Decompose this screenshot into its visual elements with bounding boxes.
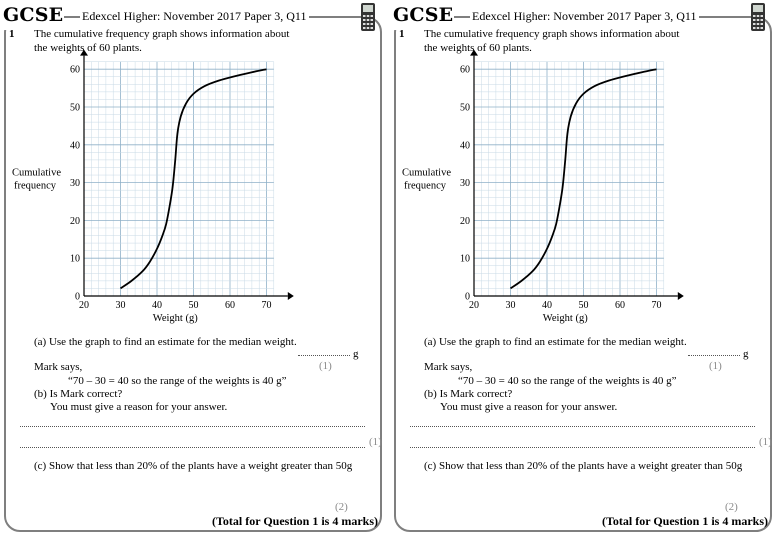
mark-says: Mark says,: [424, 361, 473, 373]
worksheet-page-right: GCSE Edexcel Higher: November 2017 Paper…: [390, 0, 780, 540]
x-tick-label: 50: [579, 300, 589, 311]
y-tick-label: 60: [70, 65, 80, 76]
y-axis-label-line-2: frequency: [14, 181, 57, 192]
worksheet-page-left: GCSE Edexcel Higher: November 2017 Paper…: [0, 2, 382, 532]
part-c-text: (c) Show that less than 20% of the plant…: [424, 460, 743, 472]
marks-b: (1): [759, 436, 772, 448]
y-tick-label: 10: [70, 254, 80, 265]
y-axis-arrow: [470, 49, 478, 56]
y-tick-label: 0: [75, 292, 80, 303]
logo-tab: GCSE: [0, 2, 64, 30]
page-frame: [394, 16, 772, 532]
page-frame: [4, 16, 382, 532]
cumulative-frequency-graph: 20 30 40 50 60 70 0 10 20 30 40 50 60 Weight (g) Cumul…: [402, 49, 684, 324]
question-number: 1: [399, 28, 405, 40]
part-a-text: (a) Use the graph to find an estimate fo…: [424, 336, 687, 348]
x-tick-label: 60: [615, 300, 625, 311]
answer-unit: g: [353, 348, 359, 360]
cumulative-frequency-graph: 20 30 40 50 60 70 0 10 20 30 40 50 60 Weight (g) Cumul…: [12, 49, 294, 324]
calculator-icon: [751, 3, 765, 31]
x-tick-label: 40: [542, 300, 552, 311]
part-c-text: (c) Show that less than 20% of the plant…: [34, 460, 353, 472]
gcse-logo: GCSE: [3, 4, 64, 26]
part-b-question: (b) Is Mark correct?: [424, 388, 513, 400]
intro-line-1: The cumulative frequency graph shows inf…: [424, 28, 680, 40]
y-tick-label: 60: [460, 65, 470, 76]
y-tick-label: 0: [465, 292, 470, 303]
cumulative-frequency-curve: [509, 68, 657, 290]
total-marks: (Total for Question 1 is 4 marks): [602, 514, 769, 528]
y-tick-label: 20: [460, 216, 470, 227]
part-b-instruction: You must give a reason for your answer.: [50, 401, 228, 413]
intro-line-2: the weights of 60 plants.: [424, 42, 532, 54]
calculator-icon: [361, 3, 375, 31]
part-b-instruction: You must give a reason for your answer.: [440, 401, 618, 413]
part-a-text: (a) Use the graph to find an estimate fo…: [34, 336, 297, 348]
marks-b: (1): [369, 436, 382, 448]
mark-says: Mark says,: [34, 361, 83, 373]
answer-line-b2: [20, 447, 365, 448]
logo-tab: GCSE: [390, 2, 454, 30]
cumulative-frequency-curve: [119, 68, 267, 290]
y-tick-label: 50: [460, 103, 470, 114]
y-tick-label: 40: [460, 140, 470, 151]
y-axis-label-line-1: Cumulative: [402, 168, 451, 179]
answer-line-b1: [410, 426, 755, 427]
gcse-logo: GCSE: [393, 4, 454, 26]
y-tick-label: 30: [70, 178, 80, 189]
answer-line-b1: [20, 426, 365, 427]
x-tick-label: 70: [652, 300, 662, 311]
x-axis-label: Weight (g): [153, 313, 198, 324]
y-axis-arrow: [80, 49, 88, 56]
y-tick-label: 20: [70, 216, 80, 227]
y-tick-label: 30: [460, 178, 470, 189]
total-marks: (Total for Question 1 is 4 marks): [212, 514, 379, 528]
paper-title: Edexcel Higher: November 2017 Paper 3, Q…: [80, 9, 309, 24]
paper-title: Edexcel Higher: November 2017 Paper 3, Q…: [470, 9, 699, 24]
answer-line-b2: [410, 447, 755, 448]
y-tick-label: 10: [460, 254, 470, 265]
x-tick-label: 50: [189, 300, 199, 311]
x-tick-label: 40: [152, 300, 162, 311]
marks-c: (2): [335, 501, 348, 513]
marks-c: (2): [725, 501, 738, 513]
mark-quote: “70 – 30 = 40 so the range of the weight…: [458, 375, 677, 387]
answer-line-a: [688, 355, 740, 356]
question-intro: The cumulative frequency graph shows inf…: [424, 27, 704, 55]
part-b-question: (b) Is Mark correct?: [34, 388, 123, 400]
question-number: 1: [9, 28, 15, 40]
x-tick-label: 20: [469, 300, 479, 311]
x-axis-label: Weight (g): [543, 313, 588, 324]
y-axis-label-line-2: frequency: [404, 181, 447, 192]
y-axis-label-line-1: Cumulative: [12, 168, 61, 179]
y-tick-label: 40: [70, 140, 80, 151]
marks-a: (1): [319, 360, 332, 372]
marks-a: (1): [709, 360, 722, 372]
intro-line-2: the weights of 60 plants.: [34, 42, 142, 54]
question-intro: The cumulative frequency graph shows inf…: [34, 27, 314, 55]
y-tick-label: 50: [70, 103, 80, 114]
answer-unit: g: [743, 348, 749, 360]
x-axis-arrow: [677, 292, 684, 300]
intro-line-1: The cumulative frequency graph shows inf…: [34, 28, 290, 40]
x-tick-label: 70: [262, 300, 272, 311]
x-axis-arrow: [287, 292, 294, 300]
answer-line-a: [298, 355, 350, 356]
mark-quote: “70 – 30 = 40 so the range of the weight…: [68, 375, 287, 387]
x-tick-label: 60: [225, 300, 235, 311]
x-tick-label: 30: [116, 300, 126, 311]
x-tick-label: 30: [506, 300, 516, 311]
x-tick-label: 20: [79, 300, 89, 311]
